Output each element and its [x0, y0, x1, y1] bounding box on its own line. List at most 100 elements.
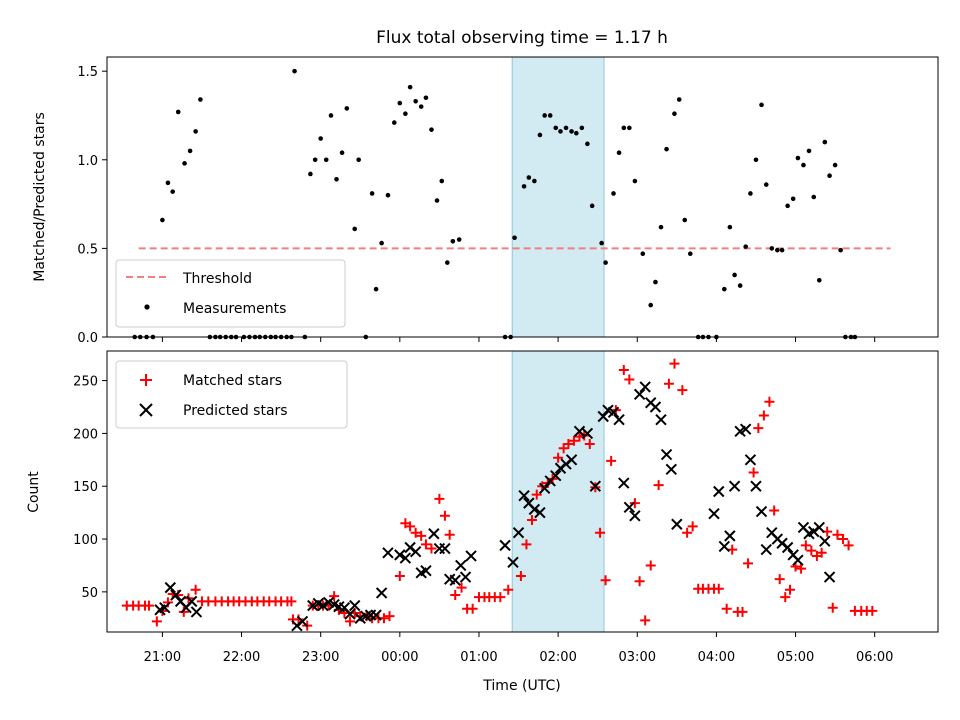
predicted-stars-point: [420, 565, 432, 577]
measurements-point: [811, 194, 817, 200]
measurements-point: [344, 106, 350, 111]
ratio-legend: Threshold Measurements: [115, 259, 346, 328]
predicted-stars-point: [623, 501, 636, 514]
matched-stars-point: [753, 423, 764, 434]
measurements-point: [318, 136, 323, 141]
predicted-stars-point: [823, 571, 836, 583]
predicted-stars-point: [755, 505, 768, 518]
measurements-point: [722, 286, 727, 292]
measurements-point: [369, 191, 375, 196]
predicted-stars-point: [518, 490, 530, 502]
measurements-point: [732, 272, 737, 278]
predicted-stars-point: [344, 608, 356, 620]
measurements-point: [838, 247, 843, 253]
matched-stars-point: [456, 582, 467, 593]
y-tick-label: 0.5: [77, 242, 98, 257]
predicted-stars-point: [597, 410, 609, 423]
matched-stars-point: [800, 540, 811, 551]
matched-stars-point: [653, 480, 664, 491]
measurements-point: [640, 251, 646, 257]
predicted-stars-point: [639, 381, 651, 393]
count-legend-box: [115, 360, 348, 429]
y-tick-label: 1.0: [77, 154, 98, 169]
matched-stars-point: [785, 584, 796, 595]
measurements-point: [445, 260, 450, 265]
measurements-point: [632, 178, 638, 184]
y-tick-label: 100: [73, 533, 98, 548]
x-tick-label: 21:00: [144, 650, 181, 665]
measurements-point: [407, 84, 413, 90]
count-y-axis-label: Count: [26, 471, 42, 513]
measurements-point: [759, 102, 764, 108]
predicted-stars-point: [708, 507, 720, 520]
measurements-point: [418, 104, 424, 109]
measurements-point: [339, 150, 345, 155]
measurements-point: [779, 247, 785, 253]
measurements-point: [579, 125, 585, 131]
matched-stars-point: [344, 616, 355, 627]
y-tick-label: 150: [73, 480, 98, 495]
predicted-stars-point: [185, 595, 198, 608]
measurements-point: [816, 277, 822, 283]
matched-stars-point: [640, 615, 651, 626]
measurements-point: [627, 125, 632, 131]
measurements-point: [391, 120, 397, 125]
predicted-stars-point: [317, 599, 329, 612]
measurements-point: [743, 244, 748, 249]
x-tick-label: 22:00: [223, 650, 260, 665]
predicted-stars-point: [512, 526, 525, 539]
measurements-point: [727, 224, 733, 230]
matched-stars-point: [816, 547, 827, 558]
measurements-point: [385, 192, 391, 198]
predicted-stars-point: [538, 482, 551, 495]
x-tick-label: 00:00: [381, 650, 418, 665]
matched-stars-point: [426, 543, 437, 554]
predicted-stars-point: [465, 550, 477, 562]
measurements-point: [753, 157, 759, 163]
measurements-point: [672, 111, 677, 117]
matched-stars-point: [838, 534, 849, 545]
matched-stars-point: [624, 374, 635, 385]
measurements-point: [175, 109, 181, 115]
measurements-point: [553, 125, 559, 131]
predicted-stars-point: [629, 510, 641, 522]
matched-stars-point: [687, 521, 698, 532]
predicted-stars-point: [573, 425, 586, 437]
ratio-panel: 0.0 0.5 1.0 1.5 Matched/Predicted stars Thr…: [32, 56, 939, 346]
predicted-stars-point: [449, 574, 461, 586]
predicted-stars-point: [744, 454, 757, 466]
matched-stars-point: [467, 603, 478, 614]
measurements-point: [334, 176, 339, 182]
matched-stars-point: [743, 558, 754, 569]
predicted-stars-point: [565, 454, 578, 466]
measurements-point: [832, 162, 838, 168]
measurements-point: [790, 196, 796, 202]
matched-stars-point: [503, 584, 514, 595]
measurements-point: [737, 283, 743, 288]
predicted-stars-point: [819, 535, 831, 547]
matched-stars-point: [748, 467, 759, 478]
matched-stars-point: [764, 396, 775, 407]
measurements-point: [182, 161, 187, 166]
measurements-point: [429, 127, 434, 132]
matched-stars-point: [758, 410, 769, 421]
predicted-stars-point: [718, 540, 731, 553]
measurements-point: [187, 148, 193, 154]
measurements-point: [379, 240, 384, 246]
measurements-point: [795, 155, 801, 161]
matched-stars-point: [796, 563, 807, 574]
measurements-point: [664, 146, 669, 152]
matched-stars-point: [713, 583, 724, 594]
measurements-point: [403, 111, 408, 117]
measurements-point: [603, 260, 608, 265]
measurements-point: [308, 171, 313, 177]
predicted-stars-point: [439, 542, 451, 555]
predicted-legend-label: Predicted stars: [183, 403, 288, 419]
matched-stars-point: [329, 591, 340, 602]
measurements-point: [616, 150, 622, 155]
measurements-point: [526, 175, 532, 180]
highlight-span: [511, 56, 605, 338]
measurements-point: [563, 125, 569, 131]
matched-stars-point: [563, 438, 574, 449]
